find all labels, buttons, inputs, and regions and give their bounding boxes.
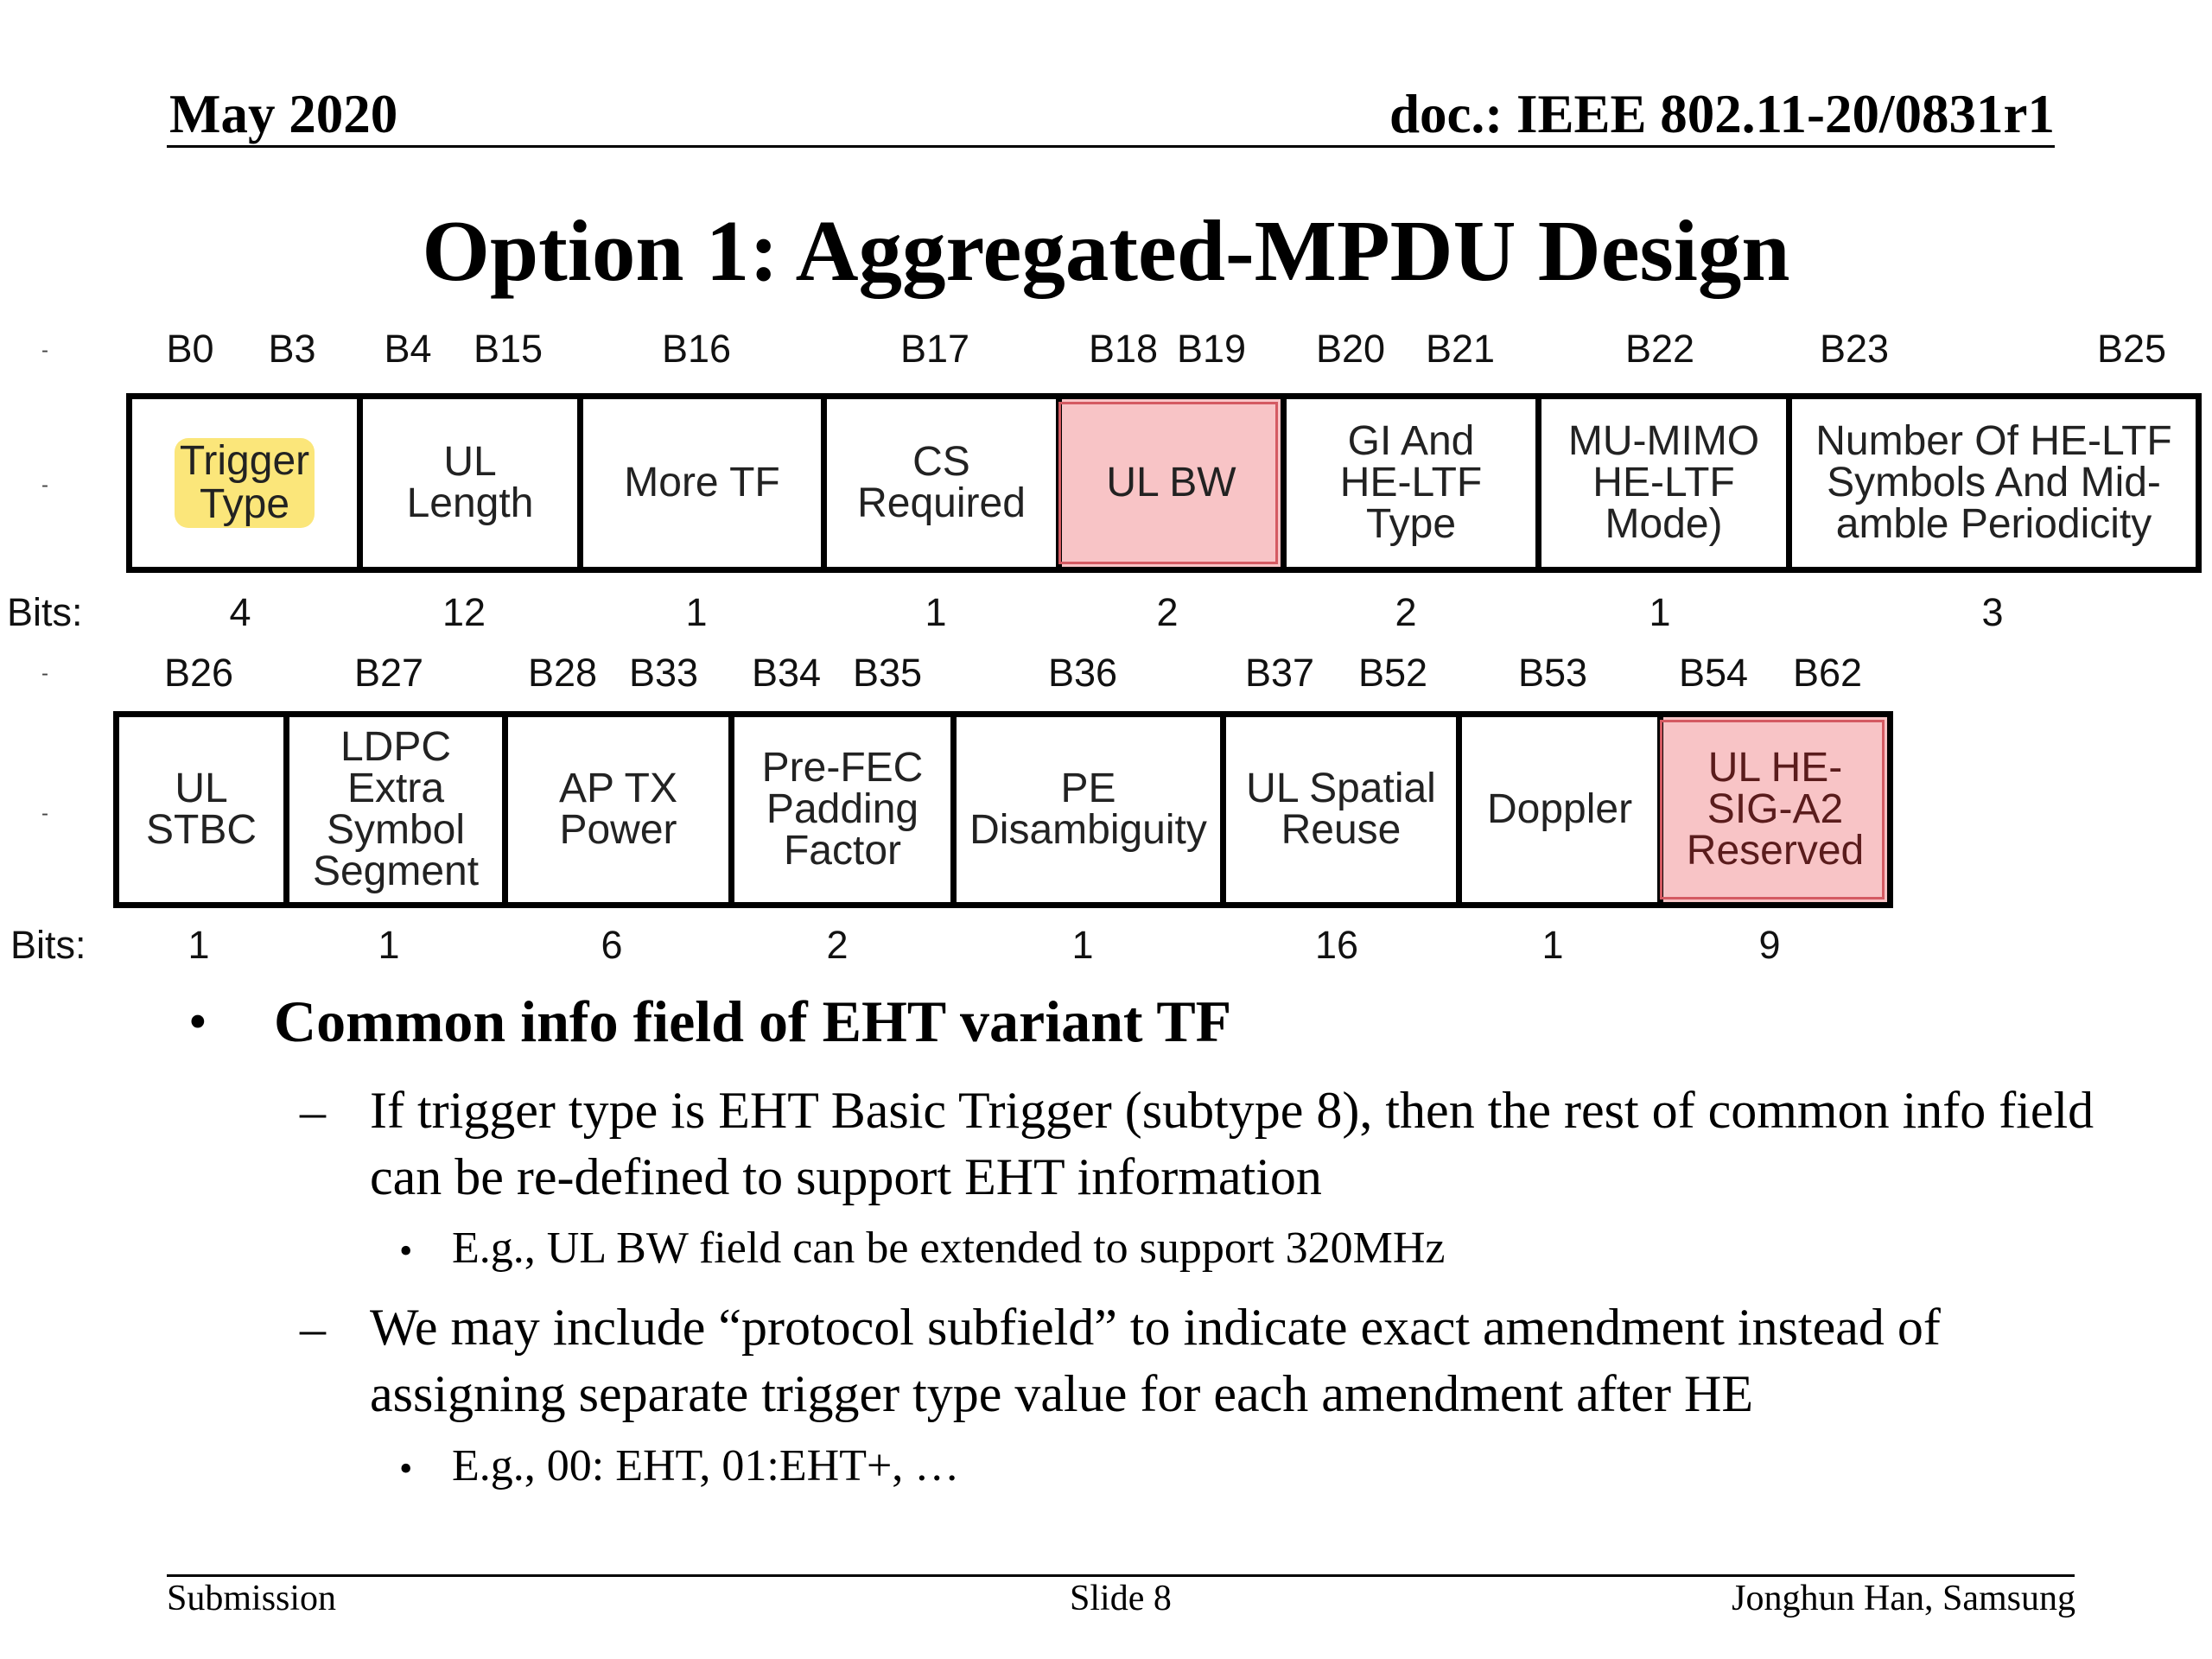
bit-label: B62 bbox=[1792, 651, 1863, 695]
bit-label: B53 bbox=[1517, 651, 1588, 695]
field-label: AP TX Power bbox=[559, 766, 677, 853]
bits-label: Bits: bbox=[7, 590, 83, 634]
bit-label: B0 bbox=[166, 327, 214, 371]
bit-label: B3 bbox=[268, 327, 316, 371]
bit-label: B17 bbox=[899, 327, 970, 371]
bullet-main: Common info field of EHT variant TF bbox=[274, 988, 1232, 1054]
bit-label: B18 bbox=[1088, 327, 1159, 371]
field-ul-stbc: UL STBC bbox=[119, 717, 283, 902]
bit-label: B52 bbox=[1357, 651, 1428, 695]
bits-count: 1 bbox=[685, 590, 708, 634]
bit-label: B4 bbox=[384, 327, 432, 371]
bits-count: 4 bbox=[229, 590, 251, 634]
field-pe-disambiguity: PE Disambiguity bbox=[950, 717, 1220, 902]
bit-label: B54 bbox=[1678, 651, 1749, 695]
bits-count: 6 bbox=[601, 923, 623, 967]
bit-label: B16 bbox=[661, 327, 732, 371]
field-ul-length: UL Length bbox=[357, 399, 577, 567]
bit-label: B15 bbox=[473, 327, 543, 371]
bits-count: 2 bbox=[1395, 590, 1417, 634]
bit-label: B22 bbox=[1624, 327, 1695, 371]
field-label: GI And HE-LTF Type bbox=[1339, 418, 1483, 547]
bits-label: Bits: bbox=[10, 923, 86, 967]
field-label: MU-MIMO HE-LTF Mode) bbox=[1567, 418, 1760, 547]
field-cs-required: CS Required bbox=[821, 399, 1056, 567]
bits-count: 2 bbox=[1156, 590, 1179, 634]
field-label: More TF bbox=[624, 460, 780, 505]
field-row-1: Trigger Type UL Length More TF CS Required … bbox=[126, 393, 2202, 573]
bit-label: B35 bbox=[852, 651, 923, 695]
row1-marker: - bbox=[41, 474, 48, 497]
bits-count: 9 bbox=[1758, 923, 1781, 967]
bits-count: 1 bbox=[378, 923, 400, 967]
footer-author: Jonghun Han, Samsung bbox=[1732, 1579, 2075, 1618]
bits-count: 1 bbox=[925, 590, 947, 634]
bit-label: B23 bbox=[1819, 327, 1890, 371]
field-num-he-ltf-symbols: Number Of HE-LTF Symbols And Mid-amble Pe… bbox=[1786, 399, 2196, 567]
bits-count: 12 bbox=[442, 590, 486, 634]
bit-label: B26 bbox=[163, 651, 234, 695]
bits-count: 16 bbox=[1314, 923, 1359, 967]
bit-label: B21 bbox=[1425, 327, 1496, 371]
bullet-sub-2-example: E.g., 00: EHT, 01:EHT+, … bbox=[452, 1441, 960, 1491]
field-label: PE Disambiguity bbox=[969, 766, 1207, 853]
header-date: May 2020 bbox=[169, 84, 398, 144]
footer-submission: Submission bbox=[167, 1579, 337, 1618]
field-label: UL Spatial Reuse bbox=[1246, 766, 1436, 853]
bit-label: B27 bbox=[353, 651, 424, 695]
bits-count: 2 bbox=[826, 923, 849, 967]
footer-slide-number: Slide 8 bbox=[1070, 1579, 1172, 1618]
bit-label: B19 bbox=[1176, 327, 1247, 371]
dash-marker: – bbox=[300, 1083, 326, 1140]
bit-label: B33 bbox=[628, 651, 699, 695]
field-trigger-type: Trigger Type bbox=[132, 399, 357, 567]
row1-marker: - bbox=[41, 339, 48, 362]
field-ap-tx-power: AP TX Power bbox=[502, 717, 728, 902]
bits-count: 1 bbox=[1649, 590, 1671, 634]
field-label: Trigger Type bbox=[174, 437, 315, 529]
field-more-tf: More TF bbox=[577, 399, 821, 567]
field-ul-bw: UL BW bbox=[1056, 399, 1281, 567]
footer-divider bbox=[167, 1574, 2075, 1577]
dash-marker: – bbox=[300, 1300, 326, 1357]
bullet-marker: • bbox=[399, 1447, 413, 1490]
bit-label: B36 bbox=[1047, 651, 1118, 695]
bit-label: B34 bbox=[751, 651, 822, 695]
bullet-marker: • bbox=[399, 1230, 413, 1272]
header-doc-id: doc.: IEEE 802.11-20/0831r1 bbox=[1389, 84, 2055, 144]
field-label: CS Required bbox=[857, 439, 1026, 526]
field-label: UL BW bbox=[1106, 460, 1236, 505]
field-ldpc-extra-symbol-segment: LDPC Extra Symbol Segment bbox=[283, 717, 502, 902]
bits-count: 1 bbox=[1071, 923, 1094, 967]
bullet-sub-1: If trigger type is EHT Basic Trigger (su… bbox=[370, 1082, 2094, 1205]
field-label: Number Of HE-LTF Symbols And Mid-amble Pe… bbox=[1815, 418, 2172, 547]
field-ul-he-sig-a2-reserved: UL HE- SIG-A2 Reserved bbox=[1657, 717, 1887, 902]
bit-label: B37 bbox=[1244, 651, 1315, 695]
bullet-sub-2: We may include “protocol subfield” to in… bbox=[370, 1299, 1941, 1422]
bit-label: B28 bbox=[527, 651, 598, 695]
bits-count: 1 bbox=[188, 923, 210, 967]
bullet-marker: • bbox=[188, 993, 207, 1052]
slide-title: Option 1: Aggregated-MPDU Design bbox=[422, 202, 1790, 299]
field-mu-mimo-he-ltf-mode: MU-MIMO HE-LTF Mode) bbox=[1535, 399, 1786, 567]
field-label: UL HE- SIG-A2 Reserved bbox=[1686, 745, 1865, 874]
field-doppler: Doppler bbox=[1456, 717, 1657, 902]
bit-label: B20 bbox=[1315, 327, 1386, 371]
field-row-2: UL STBC LDPC Extra Symbol Segment AP TX Power… bbox=[113, 711, 1893, 908]
bits-count: 3 bbox=[1981, 590, 2004, 634]
field-gi-and-he-ltf-type: GI And HE-LTF Type bbox=[1281, 399, 1535, 567]
field-label: Doppler bbox=[1486, 786, 1633, 832]
field-label: UL Length bbox=[406, 439, 534, 526]
row2-marker: - bbox=[41, 662, 48, 685]
bullet-sub-1-example: E.g., UL BW field can be extended to sup… bbox=[452, 1224, 1446, 1273]
row2-marker: - bbox=[41, 802, 48, 825]
field-ul-spatial-reuse: UL Spatial Reuse bbox=[1220, 717, 1456, 902]
field-label: LDPC Extra Symbol Segment bbox=[312, 724, 480, 894]
bit-label: B25 bbox=[2096, 327, 2167, 371]
field-label: Pre-FEC Padding Factor bbox=[761, 745, 924, 874]
header-divider bbox=[167, 145, 2055, 148]
field-pre-fec-padding-factor: Pre-FEC Padding Factor bbox=[728, 717, 950, 902]
bits-count: 1 bbox=[1541, 923, 1564, 967]
field-label: UL STBC bbox=[145, 766, 257, 853]
